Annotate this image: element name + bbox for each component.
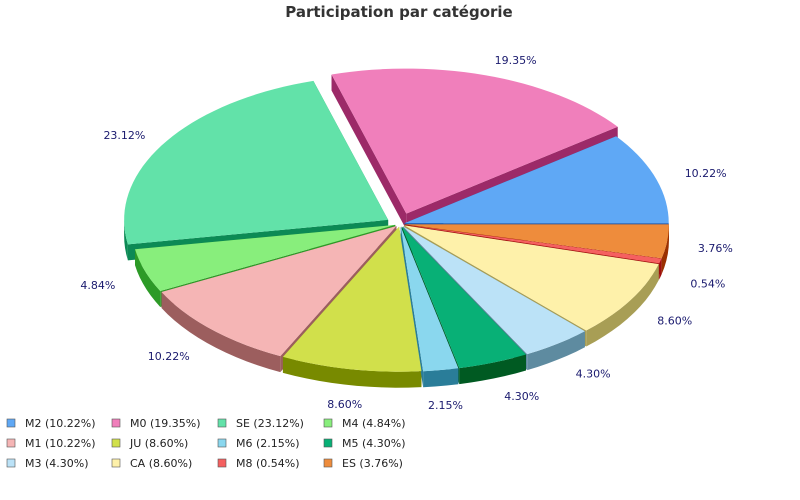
slice-side-m0-wall-end <box>331 74 407 230</box>
slice-side-m8 <box>659 258 662 280</box>
slice-m3[interactable] <box>402 226 585 355</box>
legend-item-se[interactable]: SE (23.12%) <box>217 417 304 430</box>
slice-label-m8: 0.54% <box>690 278 725 291</box>
slice-label-ju: 8.60% <box>327 398 362 411</box>
slice-side-m4 <box>135 249 161 307</box>
slice-label-m4: 4.84% <box>80 279 115 292</box>
legend-item-m6[interactable]: M6 (2.15%) <box>217 437 300 450</box>
legend-item-es[interactable]: ES (3.76%) <box>323 457 403 470</box>
slice-label-m1: 10.22% <box>148 350 190 363</box>
slice-m1[interactable] <box>161 225 397 357</box>
slice-label-ca: 8.60% <box>657 315 692 328</box>
legend-item-ca[interactable]: CA (8.60%) <box>111 457 192 470</box>
legend-label: M0 (19.35%) <box>130 417 201 430</box>
legend-label: M6 (2.15%) <box>236 437 300 450</box>
slice-m6[interactable] <box>400 226 459 372</box>
legend-label: M8 (0.54%) <box>236 457 300 470</box>
slice-label-m5: 4.30% <box>504 390 539 403</box>
legend: M2 (10.22%) M0 (19.35%) SE (23.12%) M4 (4.8… <box>6 417 406 470</box>
legend-swatch <box>323 438 333 448</box>
legend-label: M4 (4.84%) <box>342 417 406 430</box>
chart-title: Participation par catégorie <box>285 3 512 21</box>
legend-label: JU (8.60%) <box>129 437 188 450</box>
legend-label: M3 (4.30%) <box>25 457 89 470</box>
legend-swatch <box>111 458 121 468</box>
legend-item-m4[interactable]: M4 (4.84%) <box>323 417 406 430</box>
slice-m2[interactable] <box>404 136 669 224</box>
legend-item-m8[interactable]: M8 (0.54%) <box>217 457 300 470</box>
slice-ju[interactable] <box>282 226 422 372</box>
slice-side-ca <box>586 264 659 347</box>
slice-label-m3: 4.30% <box>576 367 611 380</box>
slice-label-es: 3.76% <box>698 242 733 255</box>
legend-item-m0[interactable]: M0 (19.35%) <box>111 417 201 430</box>
legend-label: ES (3.76%) <box>342 457 403 470</box>
legend-item-m1[interactable]: M1 (10.22%) <box>6 437 96 450</box>
slice-side-m1 <box>161 292 281 373</box>
slice-ca[interactable] <box>404 225 659 331</box>
slice-label-m2: 10.22% <box>685 167 727 180</box>
pie-labels: 10.22% 19.35% 23.12% 4.84% 10.22% 8.60% 2.15% 4… <box>80 54 733 412</box>
slice-side-m6 <box>423 368 459 388</box>
slice-label-m6: 2.15% <box>428 399 463 412</box>
legend-item-ju[interactable]: JU (8.60%) <box>111 437 188 450</box>
legend-swatch <box>6 458 16 468</box>
legend-item-m5[interactable]: M5 (4.30%) <box>323 437 406 450</box>
legend-label: M5 (4.30%) <box>342 437 406 450</box>
pie-slices <box>124 68 669 372</box>
slice-m0[interactable] <box>331 68 618 214</box>
slice-label-m0: 19.35% <box>495 54 537 67</box>
legend-swatch <box>323 418 333 428</box>
legend-label: SE (23.12%) <box>236 417 304 430</box>
legend-swatch <box>217 418 227 428</box>
legend-swatch <box>6 438 16 448</box>
legend-label: M1 (10.22%) <box>25 437 96 450</box>
slice-m4[interactable] <box>135 224 396 291</box>
slice-es[interactable] <box>404 224 669 259</box>
slice-m5[interactable] <box>401 226 526 369</box>
legend-label: CA (8.60%) <box>130 457 192 470</box>
slice-m8[interactable] <box>404 224 662 264</box>
slice-side-ju <box>282 356 422 388</box>
legend-swatch <box>111 438 121 448</box>
legend-item-m2[interactable]: M2 (10.22%) <box>6 417 96 430</box>
slice-label-se: 23.12% <box>103 129 145 142</box>
legend-swatch <box>111 418 121 428</box>
legend-label: M2 (10.22%) <box>25 417 96 430</box>
slice-side-m5 <box>459 354 526 385</box>
legend-swatch <box>6 418 16 428</box>
legend-swatch <box>217 458 227 468</box>
legend-item-m3[interactable]: M3 (4.30%) <box>6 457 89 470</box>
slice-se[interactable] <box>124 80 389 245</box>
legend-swatch <box>323 458 333 468</box>
slice-side-es <box>661 224 669 275</box>
legend-swatch <box>217 438 227 448</box>
slice-side-m3 <box>527 331 585 371</box>
slice-side-se <box>124 219 128 261</box>
